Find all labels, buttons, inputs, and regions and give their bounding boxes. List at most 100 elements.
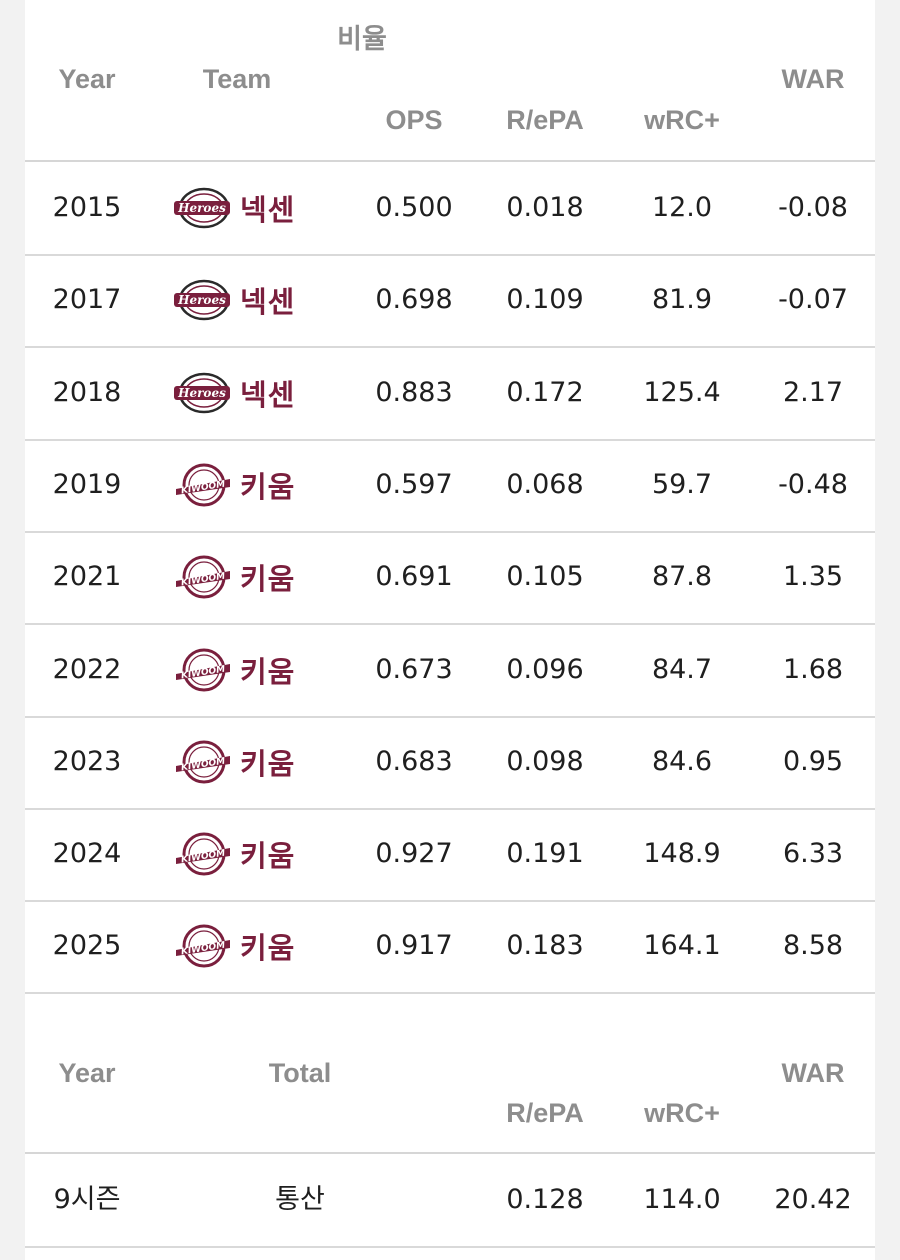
cell-year: 2019 [52, 468, 122, 500]
total-row: 9시즌 통산 0.128 114.0 20.42 [25, 1154, 875, 1248]
table-row: 2018 Heroes 넥센 0.883 0.172 125.4 2.17 [25, 347, 875, 441]
cell-ops: 0.500 [375, 192, 453, 223]
table-row: 2019 KIWOOM 키움 0.597 0.068 59.7 -0.48 [25, 439, 875, 533]
cell-war: -0.07 [778, 284, 848, 316]
kiwoom-logo-icon: KIWOOM [172, 924, 232, 968]
cell-wrc: 84.7 [651, 653, 713, 685]
heroes-logo-icon: Heroes [172, 186, 232, 230]
kiwoom-logo-icon: KIWOOM [172, 740, 232, 784]
cell-year: 2015 [52, 192, 122, 223]
cell-wrc: 12.0 [651, 192, 713, 223]
team-cell[interactable]: KIWOOM 키움 [172, 900, 295, 992]
total-repa: 0.128 [506, 1184, 584, 1215]
total-header-wrc: wRC+ [644, 1098, 720, 1128]
team-cell[interactable]: KIWOOM 키움 [172, 716, 295, 808]
cell-wrc: 148.9 [643, 838, 721, 870]
cell-wrc: 81.9 [651, 284, 713, 316]
table-row: 2015 Heroes 넥센 0.500 0.018 12.0 -0.08 [25, 162, 875, 256]
cell-ops: 0.597 [375, 468, 453, 500]
header-group-ratio: 비율 [337, 24, 387, 54]
header-war[interactable]: WAR [781, 64, 845, 94]
cell-year: 2018 [52, 376, 122, 408]
cell-repa: 0.068 [506, 468, 584, 500]
team-name: 넥센 [240, 285, 296, 320]
table-row: 2024 KIWOOM 키움 0.927 0.191 148.9 6.33 [25, 808, 875, 903]
team-cell[interactable]: KIWOOM 키움 [172, 439, 295, 531]
header-wrc[interactable]: wRC+ [644, 105, 720, 135]
cell-wrc: 164.1 [643, 930, 721, 962]
header-ops[interactable]: OPS [385, 105, 443, 135]
total-table-header: Year Total R/ePA wRC+ WAR [25, 1030, 875, 1154]
cell-war: 0.95 [782, 745, 844, 777]
cell-year: 2023 [52, 745, 122, 777]
cell-ops: 0.691 [375, 561, 453, 593]
cell-repa: 0.098 [506, 745, 584, 777]
cell-ops: 0.927 [375, 838, 453, 870]
cell-war: 1.68 [782, 653, 844, 685]
total-header-repa: R/ePA [506, 1098, 584, 1128]
svg-text:Heroes: Heroes [177, 293, 226, 307]
cell-repa: 0.183 [506, 930, 584, 962]
header-team: Team [202, 64, 272, 94]
team-cell[interactable]: KIWOOM 키움 [172, 808, 295, 900]
cell-repa: 0.191 [506, 838, 584, 870]
table-row: 2017 Heroes 넥센 0.698 0.109 81.9 -0.07 [25, 254, 875, 349]
team-name: 키움 [240, 839, 296, 874]
header-year: Year [58, 64, 116, 94]
total-seasons: 9시즌 [53, 1184, 121, 1215]
kiwoom-logo-icon: KIWOOM [172, 648, 232, 692]
cell-repa: 0.109 [506, 284, 584, 316]
team-name: 키움 [240, 654, 296, 689]
header-repa[interactable]: R/ePA [506, 105, 584, 135]
kiwoom-logo-icon: KIWOOM [172, 832, 232, 876]
table-row: 2023 KIWOOM 키움 0.683 0.098 84.6 0.95 [25, 716, 875, 810]
svg-text:Heroes: Heroes [177, 201, 226, 215]
total-header-total: Total [268, 1058, 332, 1088]
kiwoom-logo-icon: KIWOOM [172, 555, 232, 599]
team-name: 넥센 [240, 377, 296, 412]
cell-ops: 0.683 [375, 745, 453, 777]
team-cell[interactable]: Heroes 넥센 [172, 347, 295, 439]
team-name: 키움 [240, 562, 296, 597]
season-table-header: Year Team 비율 OPS R/ePA wRC+ WAR [25, 0, 875, 162]
cell-war: 6.33 [782, 838, 844, 870]
team-cell[interactable]: Heroes 넥센 [172, 162, 295, 254]
table-row: 2025 KIWOOM 키움 0.917 0.183 164.1 8.58 [25, 900, 875, 995]
cell-wrc: 87.8 [651, 561, 713, 593]
table-row: 2021 KIWOOM 키움 0.691 0.105 87.8 1.35 [25, 531, 875, 626]
cell-wrc: 125.4 [643, 376, 721, 408]
cell-year: 2022 [52, 653, 122, 685]
cell-war: -0.08 [778, 192, 848, 223]
cell-year: 2021 [52, 561, 122, 593]
cell-ops: 0.883 [375, 376, 453, 408]
team-name: 넥센 [240, 193, 296, 227]
cell-repa: 0.172 [506, 376, 584, 408]
cell-ops: 0.698 [375, 284, 453, 316]
cell-repa: 0.096 [506, 653, 584, 685]
svg-text:Heroes: Heroes [177, 386, 226, 400]
total-header-year: Year [58, 1058, 116, 1088]
cell-year: 2024 [52, 838, 122, 870]
team-cell[interactable]: KIWOOM 키움 [172, 624, 295, 716]
team-name: 키움 [240, 469, 296, 504]
cell-year: 2025 [52, 930, 122, 962]
team-name: 키움 [240, 931, 296, 966]
total-label: 통산 [275, 1184, 325, 1215]
stats-card: Year Team 비율 OPS R/ePA wRC+ WAR 2015 Hero… [25, 0, 875, 1260]
cell-war: 2.17 [782, 376, 844, 408]
cell-wrc: 84.6 [651, 745, 713, 777]
cell-repa: 0.018 [506, 192, 584, 223]
cell-repa: 0.105 [506, 561, 584, 593]
total-header-war: WAR [781, 1058, 845, 1088]
kiwoom-logo-icon: KIWOOM [172, 463, 232, 507]
team-cell[interactable]: Heroes 넥센 [172, 254, 295, 346]
heroes-logo-icon: Heroes [172, 278, 232, 322]
cell-ops: 0.673 [375, 653, 453, 685]
table-row: 2022 KIWOOM 키움 0.673 0.096 84.7 1.68 [25, 624, 875, 718]
cell-war: 8.58 [782, 930, 844, 962]
cell-wrc: 59.7 [651, 468, 713, 500]
team-cell[interactable]: KIWOOM 키움 [172, 531, 295, 623]
total-wrc: 114.0 [643, 1184, 721, 1215]
cell-ops: 0.917 [375, 930, 453, 962]
cell-war: 1.35 [782, 561, 844, 593]
